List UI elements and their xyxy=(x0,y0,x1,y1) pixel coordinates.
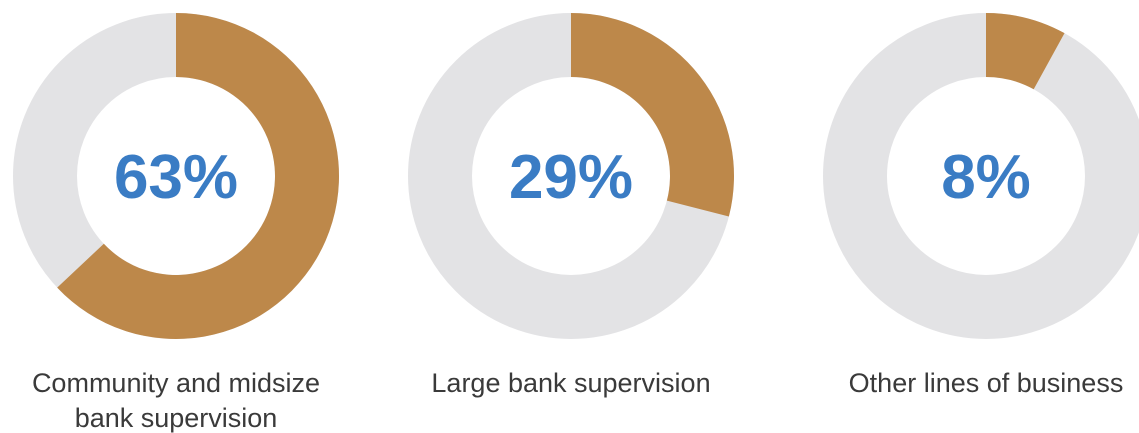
donut-caption-line: Community and midsize xyxy=(32,368,320,398)
donut-caption-line: bank supervision xyxy=(75,403,278,433)
donut-value-arc xyxy=(571,13,734,217)
donut-percent-label: 29% xyxy=(509,143,633,212)
donut-percent-label: 8% xyxy=(941,143,1031,212)
donut-2: 29% Large bank supervision xyxy=(408,13,734,398)
donut-value-arc xyxy=(57,13,339,339)
donut-percent-label: 63% xyxy=(114,143,238,212)
donut-value-arc xyxy=(986,13,1065,90)
donut-caption-line: Other lines of business xyxy=(849,368,1124,398)
donut-caption-line: Large bank supervision xyxy=(431,368,710,398)
donut-1: 63% Community and midsize bank supervision xyxy=(13,13,339,433)
donut-3: 8% Other lines of business xyxy=(823,13,1139,398)
